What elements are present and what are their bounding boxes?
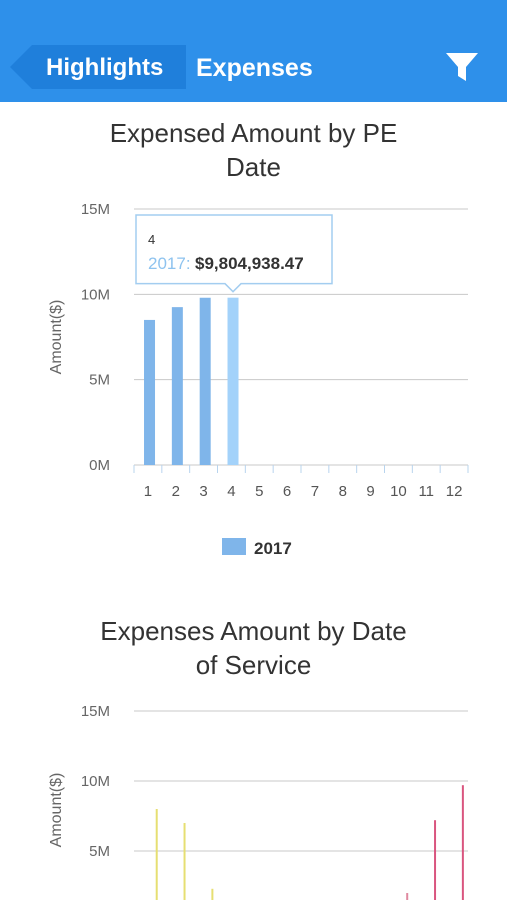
- tooltip-category: 4: [148, 232, 155, 247]
- x-tick-label: 2: [172, 483, 180, 500]
- chart-title-pe-date: Expensed Amount by PE Date: [0, 116, 507, 184]
- y-tick-label: 10M: [81, 773, 110, 790]
- filter-icon: [446, 53, 478, 81]
- bar-4: [227, 297, 239, 465]
- filter-button[interactable]: [440, 46, 484, 90]
- bar-3: [199, 297, 211, 465]
- x-tick-label: 4: [227, 483, 235, 500]
- y-tick-label: 15M: [81, 703, 110, 720]
- navigation-bar: Highlights Expenses: [0, 0, 507, 102]
- y-tick-label: 15M: [81, 201, 110, 218]
- y-tick-label: 0M: [89, 457, 110, 474]
- tooltip-value: $9,804,938.47: [195, 254, 304, 273]
- bar-1: [155, 809, 158, 900]
- x-tick-label: 10: [390, 483, 407, 500]
- chart-title-line: Expensed Amount by PE: [109, 118, 398, 148]
- x-tick-label: 6: [283, 483, 291, 500]
- x-tick-label: 8: [339, 483, 347, 500]
- date-of-service-chart: 5M 10M 15M Amount($): [48, 703, 468, 900]
- chart-title-line: Expenses Amount by Date: [100, 616, 407, 646]
- bar-10: [406, 893, 409, 900]
- back-arrow-shape: [10, 45, 186, 89]
- y-axis-label: Amount($): [48, 300, 65, 375]
- bar-2: [171, 307, 183, 465]
- y-tick-label: 5M: [89, 372, 110, 389]
- x-tick-label: 1: [144, 483, 152, 500]
- bar-11: [434, 820, 437, 900]
- y-tick-label: 5M: [89, 843, 110, 860]
- x-tick-label: 12: [446, 483, 463, 500]
- legend-label: 2017: [254, 539, 292, 558]
- legend-swatch: [222, 538, 246, 555]
- chart-title-line: of Service: [195, 650, 312, 680]
- chart-title-date-of-service: Expenses Amount by Date of Service: [0, 614, 507, 682]
- y-axis-label: Amount($): [48, 773, 65, 848]
- back-button-highlights[interactable]: Highlights: [10, 45, 186, 89]
- x-tick-label: 11: [418, 483, 434, 500]
- x-tick-label: 7: [311, 483, 319, 500]
- back-button-label: Highlights: [46, 54, 164, 81]
- page-title: Expenses: [196, 54, 313, 82]
- x-tick-label: 9: [366, 483, 374, 500]
- bar-12: [461, 785, 464, 900]
- bar-3: [211, 888, 214, 900]
- x-tick-label: 3: [199, 483, 207, 500]
- tooltip-box: [135, 214, 333, 293]
- bar-2: [183, 823, 186, 900]
- tooltip-series-label: 2017:: [148, 254, 191, 273]
- y-tick-label: 10M: [81, 286, 110, 303]
- chart-title-line: Date: [226, 152, 281, 182]
- x-tick-label: 5: [255, 483, 263, 500]
- bar-1: [144, 319, 156, 465]
